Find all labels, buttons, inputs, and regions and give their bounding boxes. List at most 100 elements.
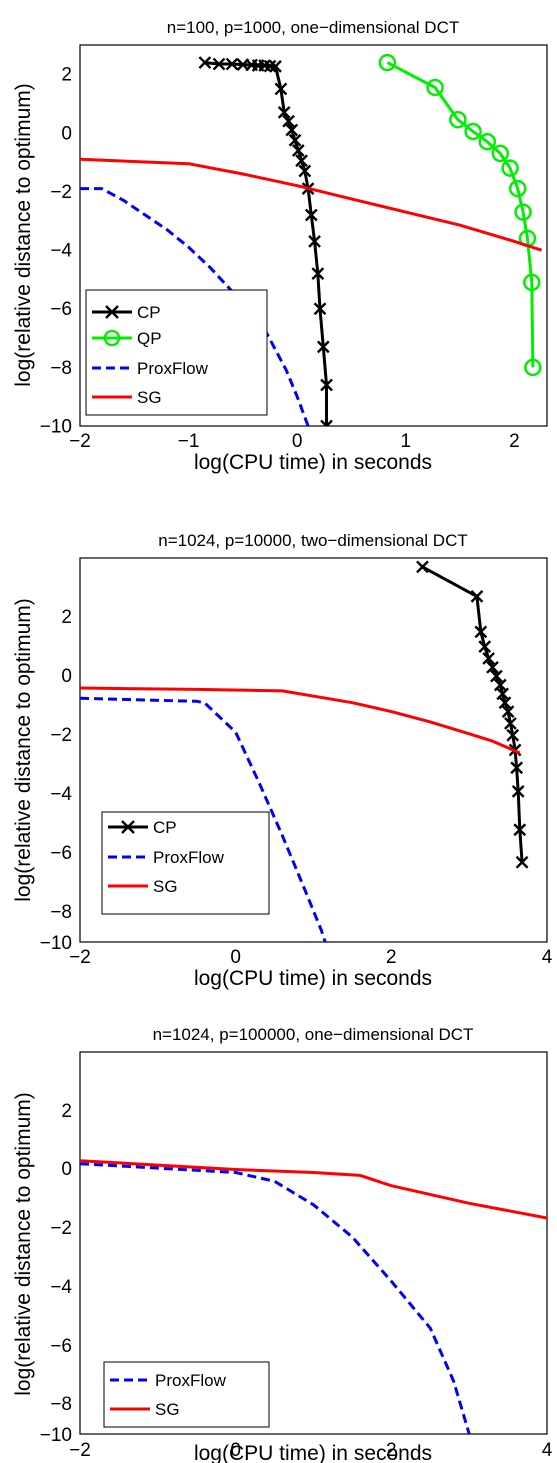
y-tick-label: −2 [50,725,72,746]
y-tick-label: 0 [61,666,72,687]
data-point-marker [426,78,444,97]
x-tick-label: −2 [69,431,91,452]
chart-panel-1: n=100, p=1000, one−dimensional DCT 2 0 −… [12,18,548,474]
y-tick-label: −2 [50,182,72,203]
series-cp [198,56,333,426]
data-point-marker [501,159,519,177]
y-tick-label: −4 [50,784,72,805]
y-tick-label: −8 [50,902,72,923]
data-point-marker [311,267,325,280]
data-point-marker [316,340,330,354]
series-sg [80,157,543,252]
series-layer [80,1159,547,1434]
legend: ProxFlow SG [103,1361,270,1428]
x-axis: −2 0 2 4 [69,1440,553,1461]
legend: CP ProxFlow SG [101,811,270,915]
legend-label: ProxFlow [155,1371,227,1390]
y-tick-label: −4 [50,241,72,262]
x-axis-label: log(CPU time) in seconds [194,967,432,990]
data-point-marker [501,705,515,718]
y-tick-label: −6 [50,299,72,320]
data-point-marker [225,57,239,71]
x-axis: −2 0 2 4 [69,947,553,968]
series-proxflow [80,696,327,942]
chart-panel-2: n=1024, p=10000, two−dimensional DCT 2 0… [12,531,553,990]
series-line-sg [80,686,521,755]
series-proxflow [80,187,310,426]
data-point-marker [504,717,517,730]
series-line-proxflow [80,1162,471,1434]
legend-label: CP [137,303,161,322]
data-point-marker [295,154,308,168]
y-axis-label: log(relative distance to optimum) [12,83,35,386]
legend-entry-sg: SG [110,1400,180,1419]
legend-label: ProxFlow [153,848,225,867]
data-point-marker [285,123,299,137]
x-tick-label: −2 [69,947,91,968]
data-point-marker [291,144,305,157]
legend-entry-proxflow: ProxFlow [92,359,209,378]
x-tick-label: 0 [292,431,303,452]
data-point-marker [510,761,523,775]
data-point-marker [496,687,509,701]
x-tick-label: −1 [178,431,200,452]
data-point-marker [478,132,497,151]
x-tick-label: −2 [69,1440,91,1461]
y-axis: 2 0 −2 −4 −6 −8 −10 [40,1101,73,1446]
series-cp [416,560,529,869]
x-tick-label: 0 [230,1440,241,1461]
y-axis: 2 0 −2 −4 −6 −8 −10 [40,607,73,954]
x-tick-label: 1 [401,431,412,452]
data-point-marker [470,590,484,603]
data-point-marker [493,678,507,692]
legend-label: ProxFlow [137,359,209,378]
data-point-marker [523,273,541,292]
data-point-marker [478,640,492,653]
data-point-marker [449,110,467,129]
data-point-marker [498,696,512,710]
y-tick-label: −8 [50,1394,72,1415]
x-tick-label: 2 [386,1440,397,1461]
legend-box [103,1361,270,1428]
data-point-marker [511,785,525,798]
series-proxflow [80,1162,471,1434]
y-axis: 2 0 −2 −4 −6 −8 −10 [40,65,73,438]
x-tick-label: 0 [230,947,241,968]
data-point-marker [491,144,510,163]
x-axis: −2 −1 0 1 2 [69,431,520,452]
data-point-marker [506,728,520,742]
y-tick-label: −6 [50,1336,72,1357]
data-point-marker [416,560,429,574]
y-axis-label: log(relative distance to optimum) [12,1092,35,1395]
chart-panel-3: n=1024, p=100000, one−dimensional DCT 2 … [12,1025,553,1463]
data-point-marker [282,114,295,128]
y-tick-label: 2 [61,65,72,86]
data-point-marker [313,302,327,316]
series-line-proxflow [80,696,327,942]
x-tick-label: 2 [386,947,397,968]
series-line-sg [80,1159,547,1220]
data-point-marker [514,203,532,221]
series-sg [80,686,521,755]
y-axis-label: log(relative distance to optimum) [12,598,35,901]
y-tick-label: −10 [40,416,72,437]
x-axis-label: log(CPU time) in seconds [194,451,432,474]
legend-entry-proxflow: ProxFlow [110,1371,227,1390]
series-line-cp-tail [518,829,524,863]
series-layer [80,53,543,426]
data-point-marker [277,106,291,119]
y-tick-label: 2 [61,607,72,628]
legend-entry-cp: CP [108,818,177,837]
data-point-marker [304,208,318,222]
data-point-marker [274,82,288,96]
legend-entry-sg: SG [108,877,178,896]
legend-entry-sg: SG [92,388,162,407]
data-point-marker [198,56,212,69]
legend-label: SG [137,388,162,407]
x-tick-label: 4 [542,947,553,968]
y-tick-label: 0 [61,1159,72,1180]
legend-label: SG [155,1400,180,1419]
data-point-marker [490,669,503,683]
data-point-marker [269,60,282,73]
data-point-marker [298,164,312,178]
